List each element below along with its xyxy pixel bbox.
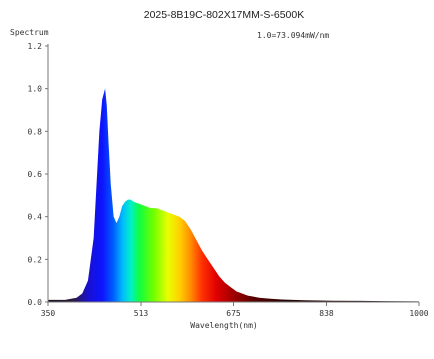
scale-annotation: 1.0=73.094mW/nm — [257, 31, 329, 40]
y-tick-label: 0.6 — [28, 170, 43, 179]
x-axis-label: Wavelength(nm) — [190, 321, 257, 330]
y-tick-label: 0.0 — [28, 298, 43, 307]
x-tick-label: 513 — [134, 309, 149, 318]
chart-title: 2025-8B19C-802X17MM-S-6500K — [144, 9, 305, 21]
x-tick-label: 1000 — [409, 309, 428, 318]
y-axis-label: Spectrum — [10, 28, 49, 37]
x-tick-label: 350 — [41, 309, 56, 318]
y-tick-label: 0.8 — [28, 127, 43, 136]
y-tick-label: 0.4 — [28, 213, 43, 222]
y-tick-label: 0.2 — [28, 255, 43, 264]
y-tick-label: 1.0 — [28, 85, 43, 94]
x-tick-label: 675 — [226, 309, 241, 318]
x-ticks: 350 513 675 838 1000 — [41, 302, 429, 318]
spectrum-area-0 — [48, 89, 419, 302]
y-tick-label: 1.2 — [28, 42, 43, 51]
y-ticks: 0.0 0.2 0.4 0.6 0.8 1.0 1.2 — [28, 42, 48, 307]
spectrum-area-layer — [48, 89, 419, 302]
x-tick-label: 838 — [319, 309, 334, 318]
